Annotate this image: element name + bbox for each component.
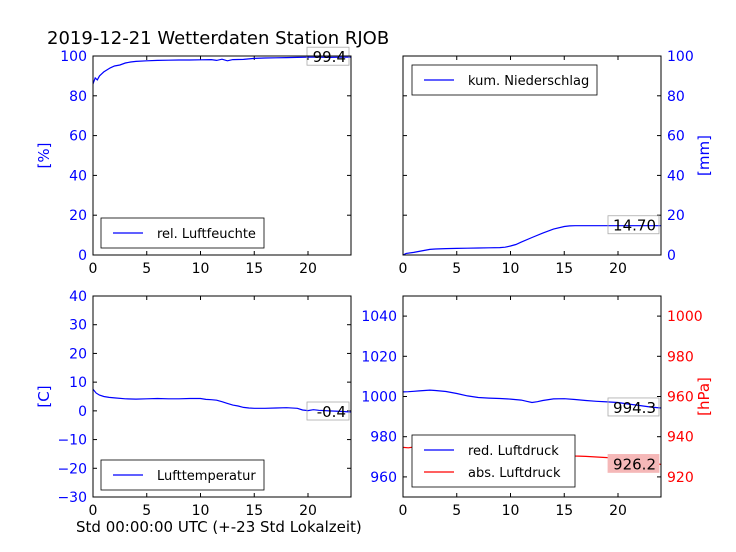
y-tick-label: 40 [69,168,87,184]
y-tick-label: 80 [69,89,87,105]
x-tick-label: 5 [142,261,151,277]
panel-bottom-left: 0 5 10 15 20 −30 −20 −10 0 10 20 30 40 [C] -0.4 Lufttem… [35,289,352,519]
x-tick-label: 20 [609,261,627,277]
last-value-label: 926.2 [613,455,656,473]
x-tick-label: 20 [609,503,627,519]
last-value-label: -0.4 [317,403,346,421]
series-line [92,56,351,85]
y-axis-label: [mm] [695,135,713,176]
last-value-label: 994.3 [613,399,656,417]
y-tick-label: −30 [57,490,87,506]
x-tick-label: 10 [192,261,210,277]
y-tick-label-right: 1000 [667,309,703,325]
series-line [92,388,352,413]
y-tick-label-right: 940 [667,430,694,446]
legend: kum. Niederschlag [411,64,598,96]
x-tick-label: 5 [452,503,461,519]
x-tick-label: 0 [399,503,408,519]
x-tick-label: 15 [555,503,573,519]
y-tick-label: 0 [78,404,87,420]
legend: Lufttemperatur [100,459,265,491]
y-tick-label-right: 960 [667,390,694,406]
legend-label: Lufttemperatur [157,469,256,484]
panel-top-left: 0 5 10 15 20 0 20 40 60 80 100 [%] 99.4 rel. Luftfeuc… [35,46,352,277]
y-axis-label: [hPa] [695,377,713,416]
y-tick-label: −20 [57,461,87,477]
y-tick-label-right: 920 [667,470,694,486]
x-tick-label: 0 [89,261,98,277]
x-tick-label: 15 [245,261,263,277]
y-tick-label: 0 [667,248,676,264]
x-tick-label: 20 [299,261,317,277]
last-value-box [607,454,660,473]
last-value-label: 14.70 [613,217,656,235]
y-tick-label: 40 [667,168,685,184]
x-tick-label: 0 [89,503,98,519]
series-line [402,389,662,409]
x-tick-label: 10 [502,261,520,277]
legend-label: abs. Luftdruck [468,466,561,481]
legend: rel. Luftfeuchte [100,217,265,249]
y-tick-label: 30 [69,318,87,334]
y-tick-label: 20 [667,208,685,224]
plot-frame [402,55,662,256]
y-tick-label: 0 [78,248,87,264]
series-line [402,225,661,256]
panel-bottom-right: 0 5 10 15 20 960 980 1000 1020 1040 920 940 960 980 10… [361,295,713,519]
legend-label: red. Luftdruck [468,444,559,459]
y-tick-label-left: 1040 [361,309,397,325]
x-tick-label: 10 [192,503,210,519]
y-tick-label: −10 [57,433,87,449]
last-value-box [607,397,660,417]
legend: red. Luftdruck abs. Luftdruck [411,434,576,488]
y-axis-label: [C] [35,385,53,407]
y-tick-label: 10 [69,375,87,391]
legend-frame [411,434,576,488]
y-tick-label: 100 [667,49,694,65]
y-tick-label-left: 1000 [361,390,397,406]
y-tick-label: 40 [69,289,87,305]
plot-frame [92,55,352,256]
last-value-box [607,215,660,235]
y-tick-label-left: 1020 [361,349,397,365]
figure-x-axis-label: Std 00:00:00 UTC (+-23 Std Lokalzeit) [76,518,362,536]
plot-frame [92,295,352,498]
y-tick-label: 80 [667,89,685,105]
y-tick-label: 60 [69,129,87,145]
y-tick-label-left: 960 [370,470,397,486]
last-value-box [306,401,350,421]
y-tick-label: 20 [69,208,87,224]
x-tick-label: 5 [142,503,151,519]
x-tick-label: 15 [245,503,263,519]
x-tick-label: 15 [555,261,573,277]
x-tick-label: 20 [299,503,317,519]
x-tick-label: 0 [399,261,408,277]
x-tick-label: 10 [502,503,520,519]
y-tick-label: 20 [69,346,87,362]
y-tick-label-left: 980 [370,430,397,446]
y-tick-label: 100 [60,49,87,65]
legend-label: rel. Luftfeuchte [157,227,256,242]
y-tick-label-right: 980 [667,349,694,365]
legend-label: kum. Niederschlag [468,74,589,89]
last-value-label: 99.4 [313,48,346,66]
panel-top-right: 0 5 10 15 20 0 20 40 60 80 100 [mm] 14.70 kum. Nieder… [399,49,713,277]
y-tick-label: 60 [667,129,685,145]
figure-title: 2019-12-21 Wetterdaten Station RJOB [47,28,389,49]
y-axis-label: [%] [35,143,53,169]
x-tick-label: 5 [452,261,461,277]
plot-frame [402,295,662,498]
